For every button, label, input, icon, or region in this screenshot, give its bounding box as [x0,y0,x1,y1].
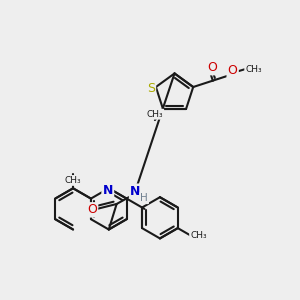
Text: CH₃: CH₃ [190,231,207,240]
Text: O: O [207,61,217,74]
Text: CH₃: CH₃ [147,110,163,119]
Text: CH₃: CH₃ [245,65,262,74]
Text: S: S [147,82,155,95]
Text: N: N [130,185,140,198]
Text: N: N [103,184,113,197]
Text: H: H [140,193,148,203]
Text: CH₃: CH₃ [65,176,81,185]
Text: O: O [87,203,97,216]
Text: O: O [228,64,238,77]
